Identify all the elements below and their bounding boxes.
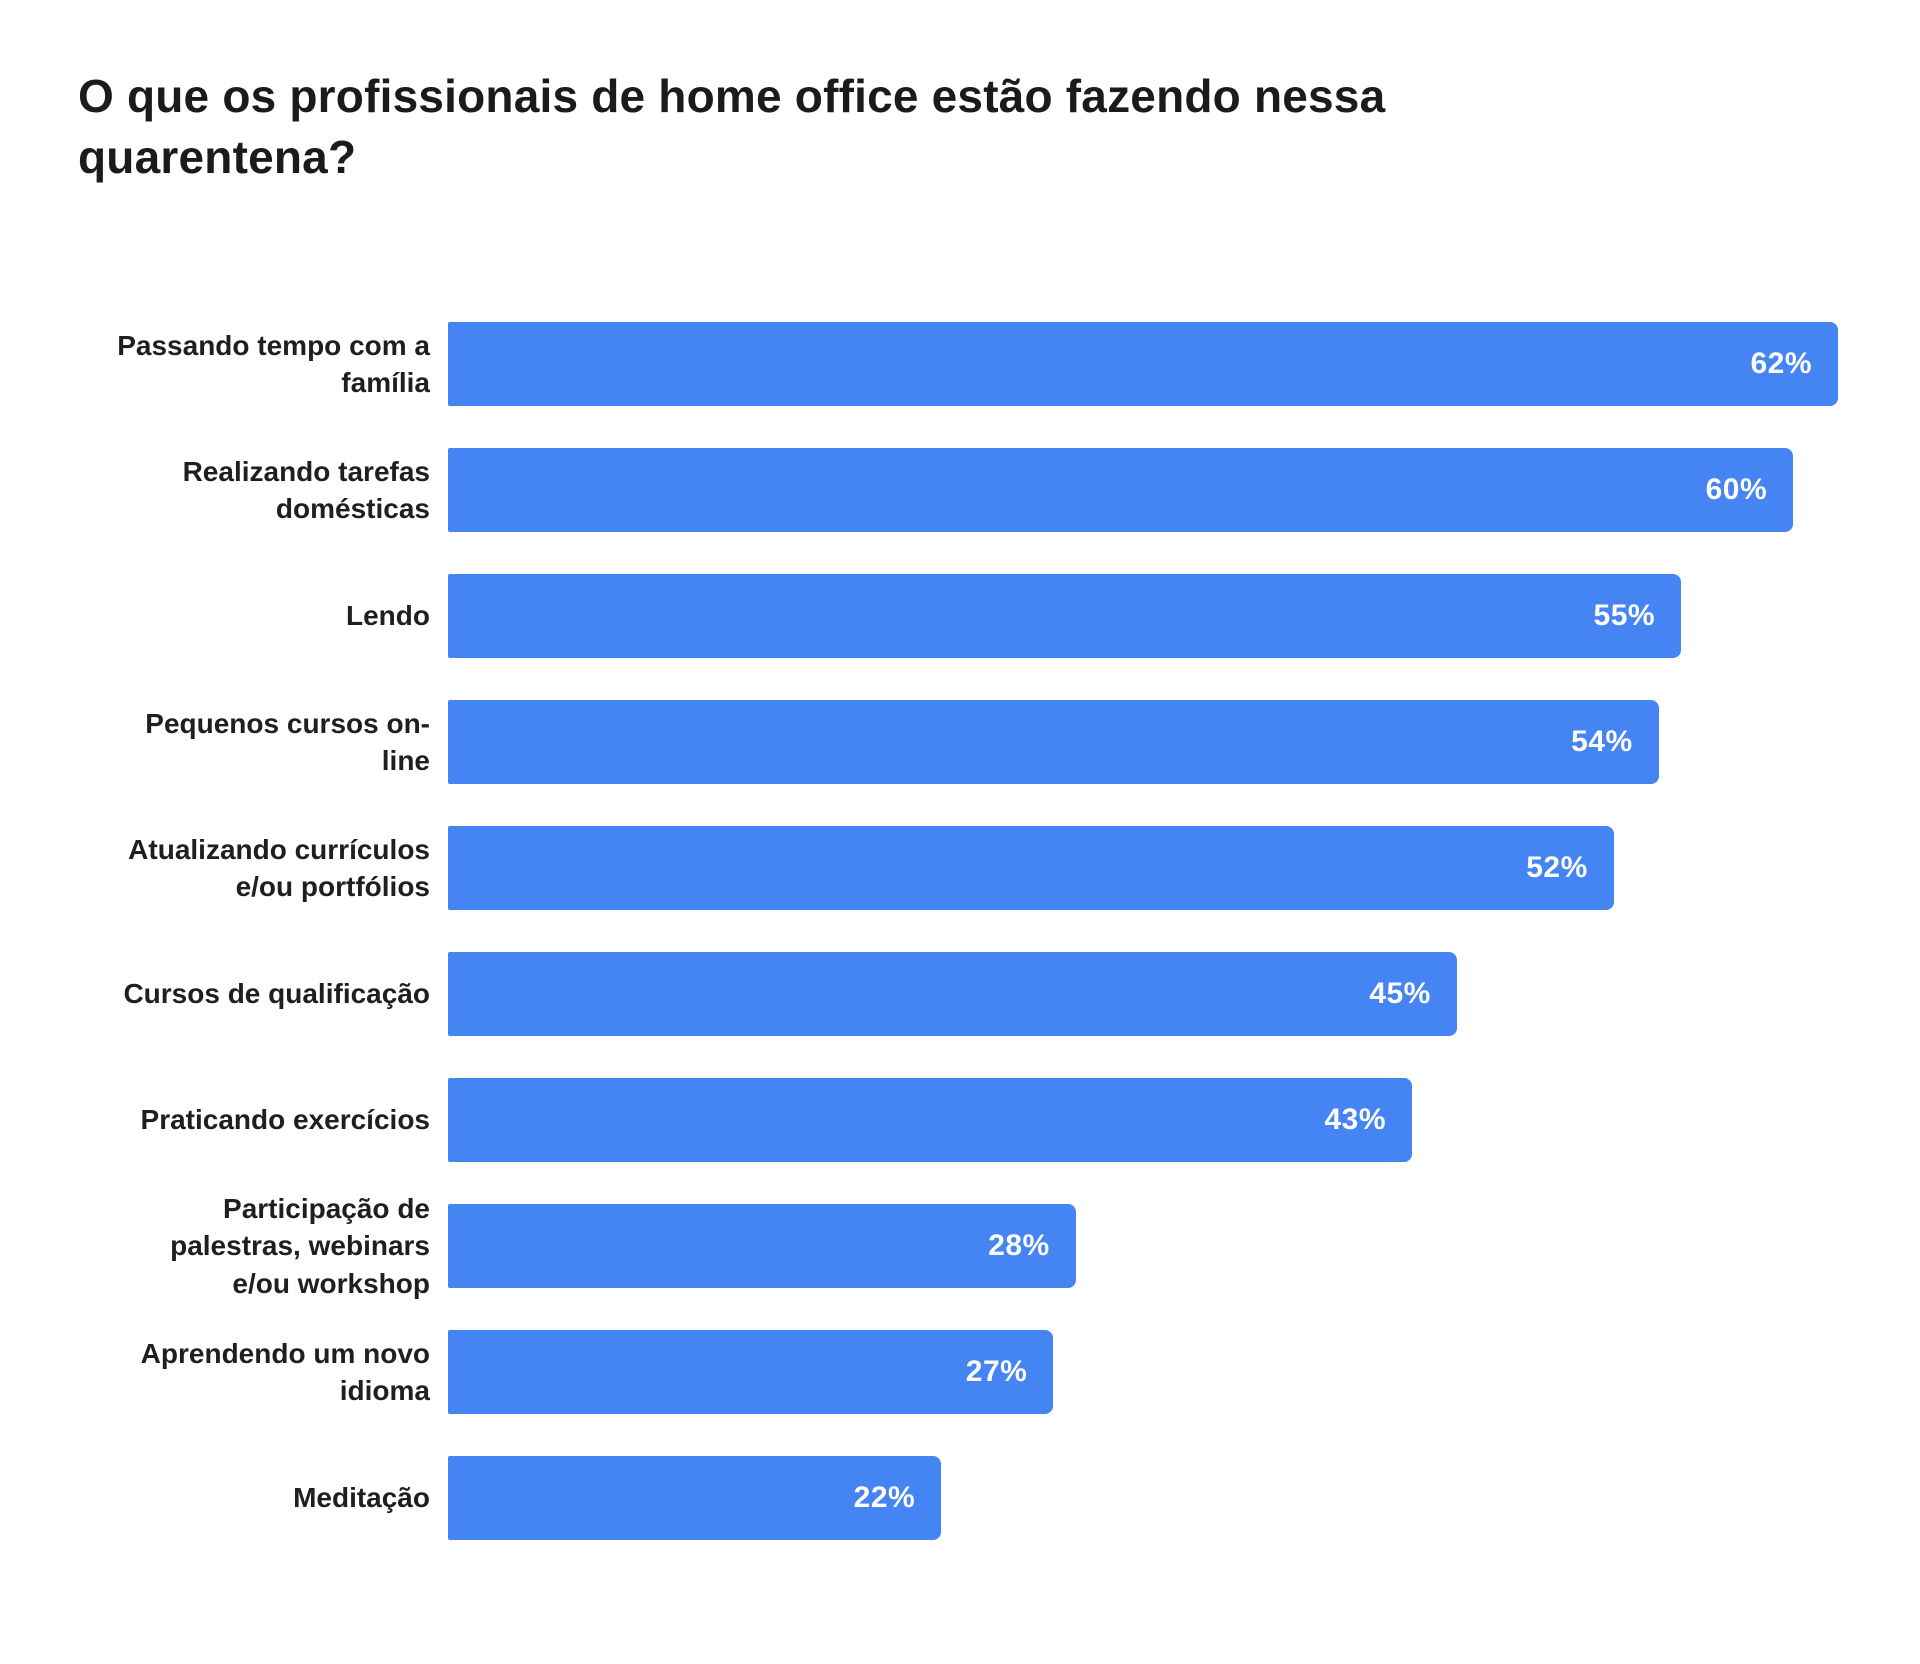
category-label-line: família <box>341 367 430 398</box>
category-label: Meditação <box>78 1479 448 1516</box>
category-label-line: Participação de <box>223 1193 430 1225</box>
category-label-line: domésticas <box>275 493 430 524</box>
bar-chart: Passando tempo com a família 62% Realizando… <box>78 301 1842 1561</box>
bar: 54% <box>448 700 1659 784</box>
category-label-line: palestras, webinars <box>170 1230 430 1262</box>
bar-track: 28% <box>448 1204 1838 1288</box>
category-label-line: Cursos de qualificação <box>123 978 430 1010</box>
bar-value-label: 28% <box>988 1229 1050 1262</box>
bar: 28% <box>448 1204 1076 1288</box>
bar-value-label: 54% <box>1571 725 1633 758</box>
category-label-line: Passando tempo com a <box>117 329 430 361</box>
bar: 27% <box>448 1330 1054 1414</box>
bar-track: 52% <box>448 826 1838 910</box>
bar-value-label: 45% <box>1369 977 1431 1010</box>
bar-value-label: 27% <box>965 1355 1028 1388</box>
chart-row: Passando tempo com a família 62% <box>78 301 1842 427</box>
chart-row: Pequenos cursos on-line 54% <box>78 679 1842 805</box>
category-label: Atualizando currículos e/ou portfólios <box>78 831 448 905</box>
category-label-line: e/ou workshop <box>232 1267 430 1299</box>
bar-value-label: 62% <box>1750 347 1812 380</box>
bar-track: 22% <box>448 1456 1838 1540</box>
bar: 62% <box>448 322 1838 406</box>
bar-track: 45% <box>448 952 1838 1036</box>
bar-value-label: 43% <box>1324 1103 1387 1136</box>
bar: 45% <box>448 952 1457 1036</box>
chart-row: Cursos de qualificação 45% <box>78 931 1842 1057</box>
category-label-line: Pequenos cursos on- <box>145 707 430 739</box>
bar: 60% <box>448 448 1794 532</box>
category-label: Lendo <box>78 597 448 634</box>
bar-track: 54% <box>448 700 1838 784</box>
category-label: Pequenos cursos on-line <box>78 705 448 779</box>
chart-title-line-1: O que os profissionais de home office es… <box>78 70 1386 122</box>
bar: 43% <box>448 1078 1413 1162</box>
bar: 52% <box>448 826 1614 910</box>
bar-track: 27% <box>448 1330 1838 1414</box>
category-label-line: Lendo <box>346 600 430 632</box>
chart-title-line-2: quarentena? <box>78 130 357 183</box>
category-label-line: Atualizando currículos <box>128 833 430 865</box>
bar-value-label: 22% <box>853 1481 916 1514</box>
chart-row: Aprendendo um novo idioma 27% <box>78 1309 1842 1435</box>
bar-value-label: 60% <box>1705 473 1768 506</box>
chart-row: Participação de palestras, webinars e/ou w… <box>78 1183 1842 1309</box>
category-label-line: Realizando tarefas <box>182 455 430 487</box>
chart-row: Lendo 55% <box>78 553 1842 679</box>
category-label-line: line <box>381 745 430 776</box>
chart-row: Meditação 22% <box>78 1435 1842 1561</box>
bar-track: 62% <box>448 322 1838 406</box>
category-label-line: Praticando exercícios <box>140 1104 430 1136</box>
chart-row: Atualizando currículos e/ou portfólios 52% <box>78 805 1842 931</box>
bar-track: 55% <box>448 574 1838 658</box>
bar: 22% <box>448 1456 942 1540</box>
category-label: Cursos de qualificação <box>78 975 448 1012</box>
category-label: Praticando exercícios <box>78 1101 448 1138</box>
category-label: Passando tempo com a família <box>78 327 448 401</box>
bar: 55% <box>448 574 1682 658</box>
category-label-line: idioma <box>339 1375 430 1406</box>
category-label: Aprendendo um novo idioma <box>78 1335 448 1409</box>
category-label-line: e/ou portfólios <box>235 871 430 902</box>
category-label: Realizando tarefas domésticas <box>78 453 448 527</box>
bar-value-label: 52% <box>1526 851 1588 884</box>
bar-value-label: 55% <box>1593 599 1656 632</box>
category-label-line: Aprendendo um novo <box>140 1337 430 1369</box>
bar-track: 60% <box>448 448 1838 532</box>
chart-row: Praticando exercícios 43% <box>78 1057 1842 1183</box>
category-label: Participação de palestras, webinars e/ou w… <box>78 1190 448 1302</box>
category-label-line: Meditação <box>293 1482 430 1514</box>
chart-title: O que os profissionais de home office es… <box>78 66 1385 187</box>
bar-track: 43% <box>448 1078 1838 1162</box>
chart-row: Realizando tarefas domésticas 60% <box>78 427 1842 553</box>
